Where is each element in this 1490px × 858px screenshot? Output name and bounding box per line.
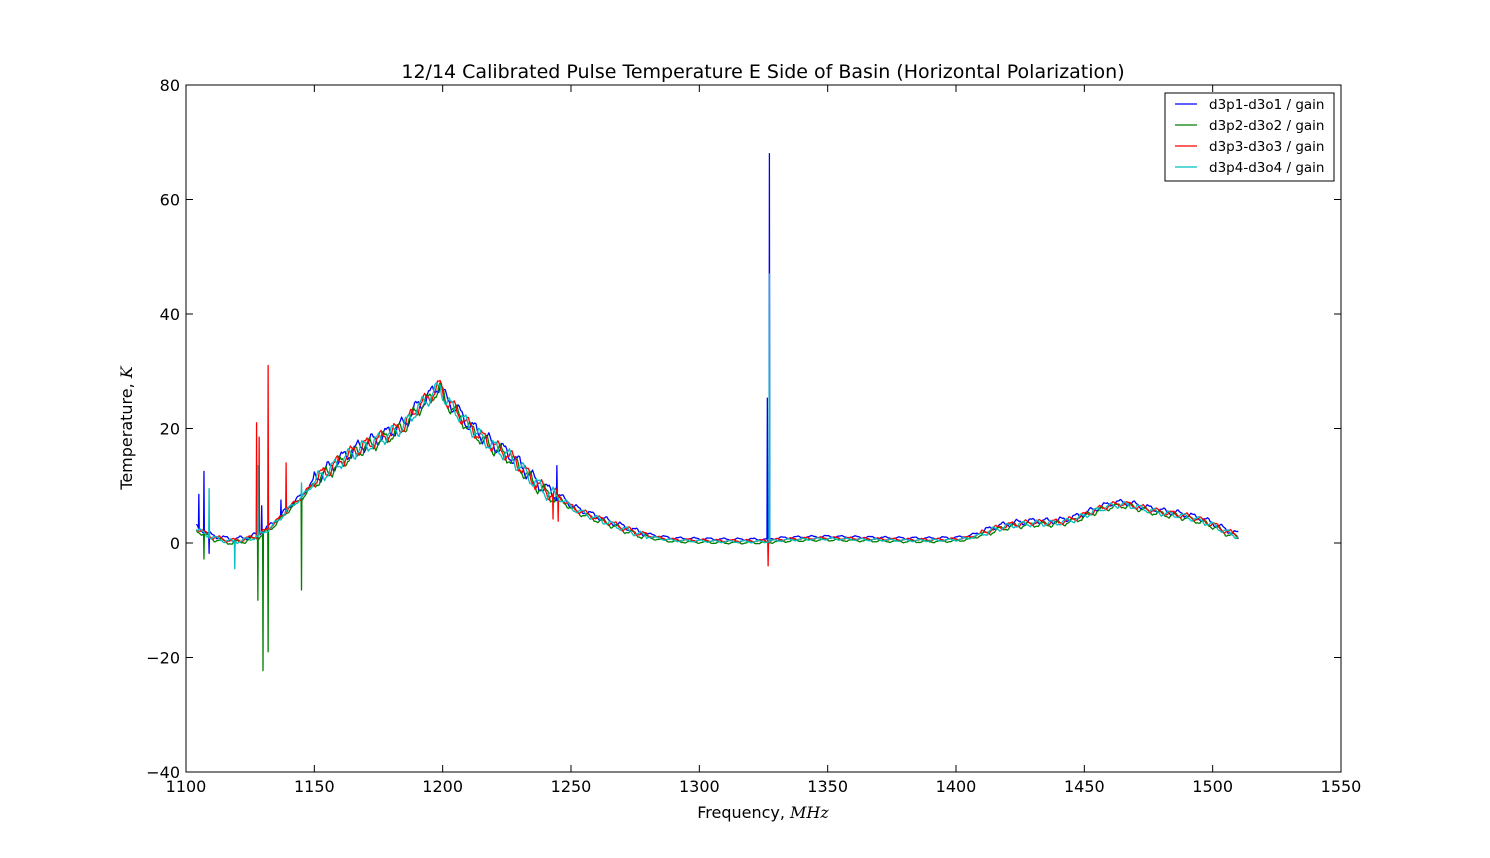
legend-label: d3p2-d3o2 / gain (1209, 118, 1324, 134)
x-tick-label: 1300 (679, 777, 720, 796)
legend-label: d3p1-d3o1 / gain (1209, 97, 1324, 113)
x-tick-label: 1100 (166, 777, 207, 796)
y-tick-label: −20 (146, 649, 180, 668)
legend-box (1164, 92, 1335, 182)
x-tick-label: 1350 (807, 777, 848, 796)
y-tick-label: 20 (160, 420, 180, 439)
x-tick-label: 1250 (551, 777, 592, 796)
legend-entry: d3p3-d3o3 / gain (1175, 139, 1324, 155)
x-tick-label: 1150 (294, 777, 335, 796)
y-tick-label: 80 (160, 76, 180, 95)
x-tick-label: 1550 (1321, 777, 1362, 796)
legend-entry: d3p4-d3o4 / gain (1175, 160, 1324, 176)
series-line (196, 364, 1239, 567)
x-axis: 1100 1150 1200 1250 1300 1350 1400 1450 1500 1550 (166, 85, 1362, 796)
y-axis: −40 −20 0 20 40 60 80 (146, 76, 1341, 782)
x-axis-label: Frequency, MHz (697, 803, 829, 822)
series-line (195, 381, 1239, 672)
y-axis-unit: K (117, 365, 136, 379)
y-axis-label: Temperature, K (117, 365, 136, 491)
series-line (195, 273, 1239, 570)
x-tick-label: 1450 (1064, 777, 1105, 796)
x-axis-unit: MHz (789, 803, 829, 822)
legend-entry: d3p1-d3o1 / gain (1175, 97, 1324, 113)
series-layer (195, 153, 1239, 672)
y-tick-label: −40 (146, 763, 180, 782)
legend-label: d3p4-d3o4 / gain (1209, 160, 1324, 176)
legend-entry: d3p2-d3o2 / gain (1175, 118, 1324, 134)
y-tick-label: 40 (160, 305, 180, 324)
series-line (195, 153, 1239, 554)
x-tick-label: 1400 (936, 777, 977, 796)
x-tick-label: 1200 (422, 777, 463, 796)
legend: d3p1-d3o1 / gain d3p2-d3o2 / gain d3p3-d… (1164, 92, 1335, 182)
y-tick-label: 0 (170, 534, 180, 553)
legend-label: d3p3-d3o3 / gain (1209, 139, 1324, 155)
plot-frame (185, 84, 1342, 773)
chart-title: 12/14 Calibrated Pulse Temperature E Sid… (401, 61, 1124, 83)
y-tick-label: 60 (160, 191, 180, 210)
x-tick-label: 1500 (1192, 777, 1233, 796)
